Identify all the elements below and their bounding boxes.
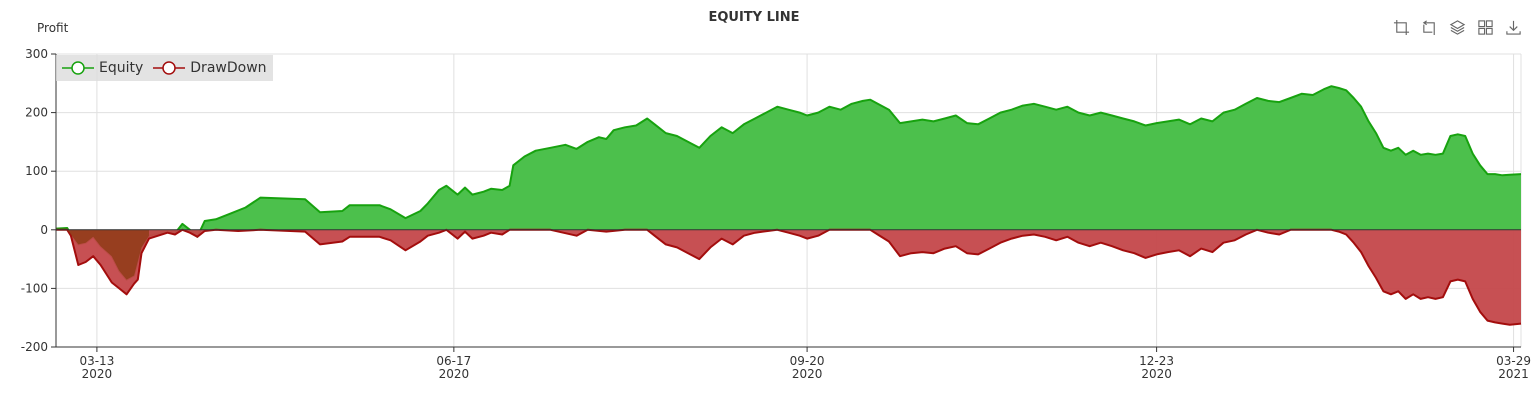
legend-marker-drawdown: [153, 61, 186, 75]
zoom-icon: [1393, 19, 1409, 35]
grid-icon: [1477, 19, 1493, 35]
chart-legend: Equity DrawDown: [56, 55, 273, 81]
x-tick-year-label: 2020: [792, 367, 823, 381]
zoom-reset-icon: [1422, 19, 1435, 35]
zoom-reset-button[interactable]: [1418, 16, 1440, 38]
line-equity: [55, 85, 1522, 281]
x-tick-label: 03-13: [79, 354, 114, 368]
download-icon: [1505, 20, 1521, 35]
y-axis-label: Profit: [37, 21, 69, 35]
x-tick-label: 09-20: [790, 354, 825, 368]
area-overlap: [56, 229, 149, 280]
layers-button[interactable]: [1446, 16, 1468, 38]
y-tick-label: -100: [21, 281, 48, 295]
chart-title: EQUITY LINE: [708, 10, 799, 25]
area-equity: [56, 86, 1521, 280]
x-tick-year-label: 2020: [439, 367, 470, 381]
download-button[interactable]: [1502, 16, 1524, 38]
x-tick-year-label: 2020: [1141, 367, 1172, 381]
legend-item-equity[interactable]: Equity: [62, 60, 143, 76]
line-drawdown: [56, 228, 1522, 326]
x-tick-label: 06-17: [436, 354, 471, 368]
chart-areas: [55, 85, 1522, 326]
x-tick-label: 12-23: [1139, 354, 1174, 368]
legend-marker-equity: [62, 61, 94, 75]
y-tick-label: 100: [25, 164, 48, 178]
chart-axes: 3002001000-100-20003-13202006-17202009-2…: [21, 47, 1531, 381]
y-tick-label: 200: [25, 106, 48, 120]
y-tick-label: 300: [25, 47, 48, 61]
legend-item-drawdown[interactable]: DrawDown: [153, 60, 267, 76]
legend-label-equity: Equity: [99, 60, 144, 76]
x-tick-year-label: 2020: [82, 367, 113, 381]
grid-button[interactable]: [1474, 16, 1496, 38]
chart-toolbox: [1390, 16, 1524, 38]
zoom-button[interactable]: [1390, 16, 1412, 38]
x-tick-year-label: 2021: [1498, 367, 1529, 381]
legend-label-drawdown: DrawDown: [190, 60, 267, 76]
x-tick-label: 03-29: [1496, 354, 1531, 368]
layers-icon: [1449, 19, 1465, 35]
y-tick-label: 0: [40, 223, 48, 237]
area-drawdown: [56, 229, 1521, 325]
y-tick-label: -200: [21, 340, 48, 354]
